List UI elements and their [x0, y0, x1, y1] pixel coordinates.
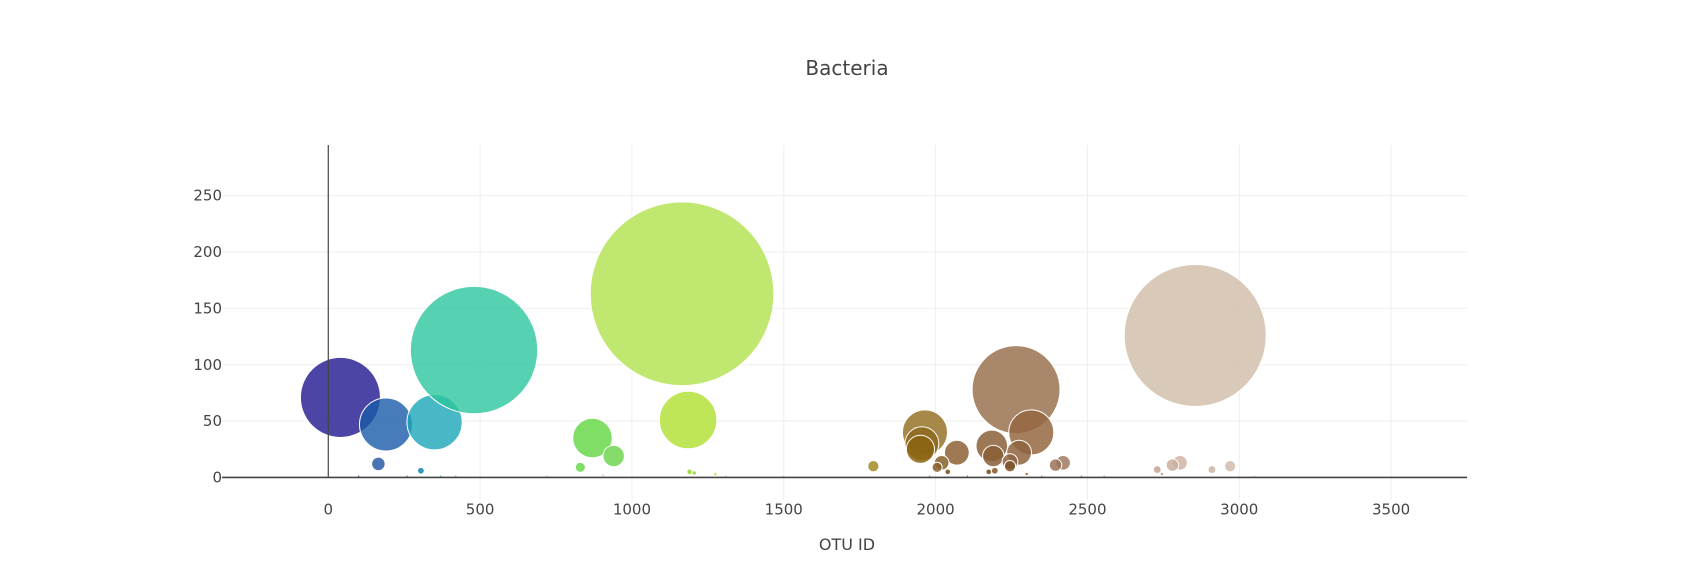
grid — [222, 145, 1467, 500]
bubble-point[interactable] — [1152, 465, 1162, 475]
bubble-point[interactable] — [990, 466, 999, 475]
bubble-point[interactable] — [1159, 471, 1165, 477]
bubble-point[interactable] — [1207, 465, 1217, 475]
x-tick-label: 0 — [324, 500, 334, 518]
bubble-point[interactable] — [905, 434, 936, 464]
axes: 0 500 1000 1500 2000 2500 3000 3500 0 50 100 150 200… — [193, 145, 1467, 518]
bubble-point[interactable] — [574, 461, 586, 473]
bubble-point[interactable] — [985, 468, 993, 476]
x-tick-label: 500 — [466, 500, 495, 518]
bubble-point[interactable] — [691, 470, 697, 476]
bubble-point[interactable] — [602, 444, 625, 468]
x-axis-label: OTU ID — [819, 535, 875, 554]
bubble-point[interactable] — [358, 397, 413, 452]
y-tick-label: 0 — [212, 468, 222, 486]
bubble-point[interactable] — [1224, 460, 1237, 473]
bubble-point[interactable] — [943, 439, 970, 466]
y-tick-label: 250 — [193, 187, 222, 205]
bubble-point[interactable] — [589, 201, 775, 387]
bubble-point[interactable] — [931, 461, 943, 473]
x-tick-label: 2500 — [1068, 500, 1106, 518]
bubble-point[interactable] — [371, 456, 386, 472]
bubble-point[interactable] — [658, 390, 718, 450]
y-tick-label: 200 — [193, 243, 222, 261]
bubble-point[interactable] — [572, 417, 613, 459]
bubble-point[interactable] — [867, 460, 880, 473]
bubble-point[interactable] — [1048, 458, 1063, 472]
bubble-point[interactable] — [1003, 460, 1017, 473]
x-tick-label: 3000 — [1220, 500, 1258, 518]
bubble-point[interactable] — [1123, 263, 1267, 407]
bubble-point[interactable] — [417, 466, 425, 475]
bubble-point[interactable] — [409, 285, 539, 415]
chart-title: Bacteria — [805, 56, 888, 80]
x-tick-label: 1500 — [765, 500, 803, 518]
y-tick-label: 100 — [193, 356, 222, 374]
y-tick-label: 50 — [203, 412, 222, 430]
x-tick-label: 2000 — [917, 500, 955, 518]
x-tick-label: 3500 — [1372, 500, 1410, 518]
bubble-point[interactable] — [713, 471, 718, 477]
x-tick-label: 1000 — [613, 500, 651, 518]
bubble-point[interactable] — [1024, 471, 1029, 477]
bubble-point[interactable] — [601, 473, 605, 477]
bubble-point[interactable] — [944, 468, 952, 476]
bubble-point[interactable] — [1165, 458, 1180, 472]
bubble-layer — [299, 201, 1267, 479]
bubble-point[interactable] — [982, 444, 1005, 468]
y-tick-label: 150 — [193, 299, 222, 317]
